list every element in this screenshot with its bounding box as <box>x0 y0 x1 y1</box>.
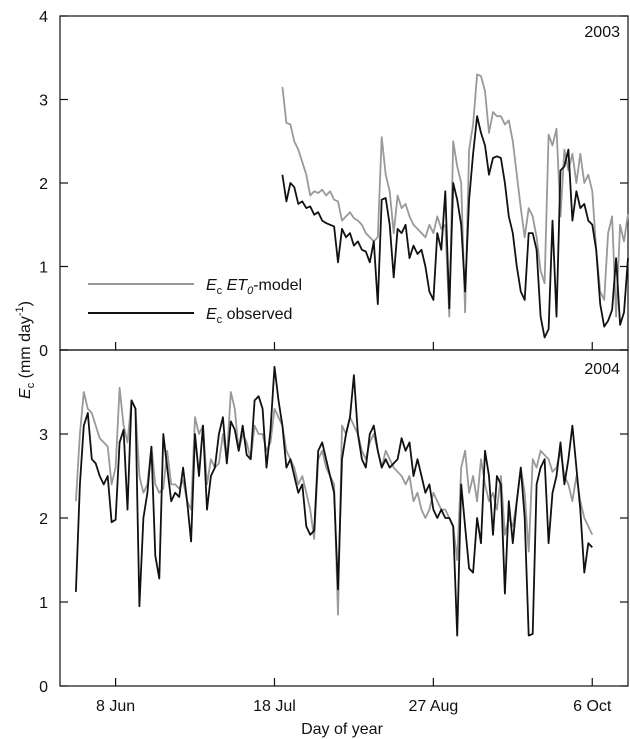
y-tick-label-2003-3: 3 <box>39 93 48 110</box>
series-line-observed-2004 <box>75 365 593 637</box>
panel-label-2004: 2004 <box>584 361 620 378</box>
x-tick-label-239: 27 Aug <box>408 698 458 715</box>
legend-observed-rest: observed <box>222 306 292 323</box>
legend-observed-subscript: c <box>217 314 223 326</box>
plot-frame-2003 <box>59 15 629 351</box>
y-tick-label-2003-4: 4 <box>39 9 48 26</box>
series-line-model-2003 <box>281 73 629 318</box>
legend-model-subscript: c <box>217 285 223 297</box>
y-axis-title-symbol: E <box>17 388 34 399</box>
series-lines <box>75 73 629 637</box>
legend-label-model: Ec ET0-model <box>206 277 302 297</box>
y-axis-title-units-superscript: -1 <box>14 306 26 316</box>
y-tick-label-2004-3: 3 <box>39 427 48 444</box>
y-tick-label-2004-2: 2 <box>39 511 48 528</box>
y-tick-label-2003-0: 0 <box>39 343 48 360</box>
y-axis-title-units: (mm day <box>17 316 34 383</box>
panel-label-2003: 2003 <box>584 24 620 41</box>
legend-label-observed: Ec observed <box>206 306 292 326</box>
legend: Ec ET0-model Ec observed <box>88 277 302 326</box>
y-axis-title-units-close: ) <box>17 301 34 306</box>
legend-model-symbol: E <box>206 277 217 294</box>
x-axis-title: Day of year <box>301 721 383 738</box>
y-tick-label-2004-1: 1 <box>39 595 48 612</box>
y-tick-label-2003-2: 2 <box>39 176 48 193</box>
y-axis-title-subscript: c <box>25 382 37 388</box>
plot-frames <box>59 15 629 687</box>
plot-frame-2004 <box>59 349 629 687</box>
series-line-observed-2003 <box>281 115 629 339</box>
axes: 0 1 2 3 4 0 1 2 3 8 Jun 18 Jul 27 Aug 6 Oct <box>39 9 628 715</box>
y-tick-label-2003-1: 1 <box>39 260 48 277</box>
legend-observed-symbol: E <box>206 306 217 323</box>
legend-model-rest: -model <box>253 277 302 294</box>
legend-model-et-subscript: 0 <box>247 285 254 297</box>
x-tick-label-199: 18 Jul <box>253 698 296 715</box>
y-tick-label-2004-0: 0 <box>39 679 48 696</box>
x-tick-label-159: 8 Jun <box>96 698 135 715</box>
x-tick-label-279: 6 Oct <box>573 698 612 715</box>
y-axis-title: Ec (mm day-1) <box>14 301 37 399</box>
legend-model-et: ET <box>227 277 249 294</box>
